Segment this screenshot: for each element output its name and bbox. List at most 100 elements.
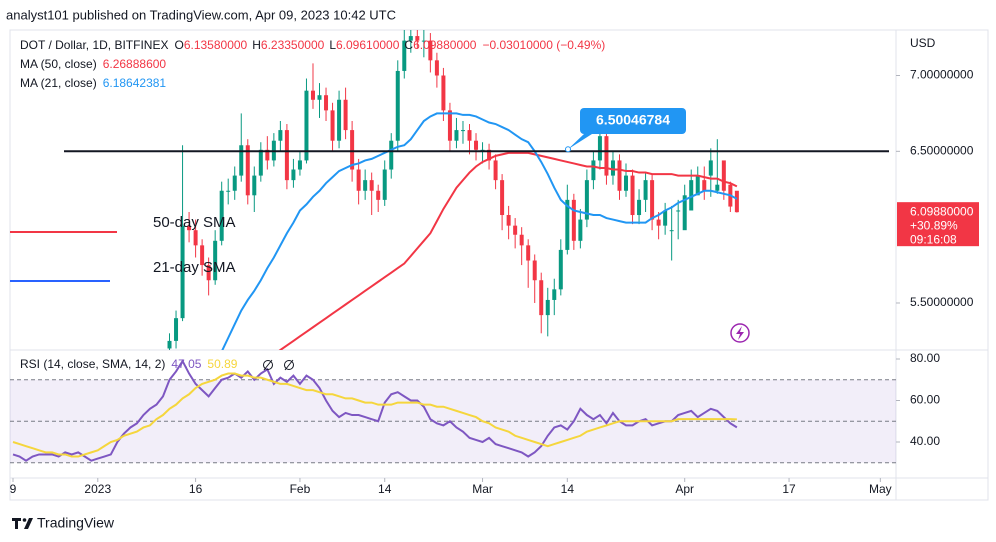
candle-body: [213, 240, 218, 281]
legend-value: 6.13580000: [184, 38, 248, 52]
candle-body: [702, 180, 707, 191]
legend-row: MA (21, close) 6.18642381: [20, 76, 166, 90]
candle-body: [663, 210, 668, 226]
candle-body: [193, 230, 198, 246]
candle-body: [421, 40, 426, 42]
symbol: DOT / Dollar, 1D, BITFINEX: [20, 38, 168, 52]
candle-body: [526, 245, 531, 261]
candle-body: [343, 99, 348, 131]
resistance-label: 6.50046784: [596, 112, 670, 128]
candle-body: [180, 225, 185, 319]
countdown: 09:16:08: [910, 232, 957, 246]
footer-brand: TradingView: [37, 515, 115, 531]
series-line: [278, 151, 738, 350]
candle-body: [265, 149, 270, 161]
candle-body: [174, 318, 179, 341]
legend-label: C: [404, 38, 413, 52]
x-tick-label: 16: [189, 482, 203, 496]
candle-body: [584, 180, 589, 220]
x-tick-label: Mar: [472, 482, 493, 496]
candle-body: [356, 169, 361, 191]
candle-body: [513, 225, 518, 235]
candle-body: [474, 140, 479, 150]
candle-body: [467, 130, 472, 141]
legend-row: MA (50, close) 6.26888600: [20, 57, 166, 71]
legend-label: O: [174, 38, 183, 52]
candle-body: [434, 60, 439, 76]
y-tick-label: 7.00000000: [910, 68, 974, 82]
alert-icon[interactable]: [730, 323, 750, 343]
candle-body: [487, 149, 492, 161]
candle-body: [604, 136, 609, 176]
series-line: [12, 359, 738, 462]
axes: 9 2023 16 Feb 14 Mar 14 Apr 17 May 5.50000000 6.500…: [10, 68, 974, 497]
candle-body: [245, 145, 250, 196]
legend-label: MA (50, close): [20, 57, 97, 71]
rsi-pane: [10, 359, 896, 464]
header-title: analyst101 published on TradingView.com,…: [6, 7, 396, 22]
legend-label: RSI (14, close, SMA, 14, 2): [20, 357, 165, 371]
candle-body: [558, 249, 563, 290]
candle-body: [428, 40, 433, 61]
candle-body: [304, 90, 309, 161]
candle-body: [330, 110, 335, 141]
y-tick-label: 40.00: [910, 434, 940, 448]
candle-body: [376, 190, 381, 200]
candle-body: [591, 160, 596, 181]
candle-body: [408, 36, 413, 41]
y-tick-label: 80.00: [910, 351, 940, 365]
x-tick-label: 14: [378, 482, 392, 496]
candle-body: [258, 149, 263, 176]
candle-body: [676, 210, 681, 212]
annotation: 21-day SMA: [153, 259, 236, 276]
legend-value: 6.23350000: [261, 38, 325, 52]
legend-value: 50.89: [207, 357, 237, 371]
x-tick-label: 2023: [84, 482, 111, 496]
candle-body: [441, 75, 446, 111]
candle-body: [565, 199, 570, 250]
candle-body: [310, 90, 315, 100]
candle-body: [252, 175, 257, 196]
candle-body: [226, 190, 231, 192]
candle-body: [506, 215, 511, 226]
candle-body: [578, 219, 583, 241]
y-tick-label: 6.50000000: [910, 143, 974, 157]
frame: [9, 29, 989, 501]
series-line: [12, 372, 737, 458]
x-tick-label: 14: [561, 482, 575, 496]
candle-body: [552, 289, 557, 300]
x-tick-label: 9: [10, 482, 17, 496]
candle-body: [206, 265, 211, 281]
price-box: [897, 202, 979, 247]
candle-body: [382, 169, 387, 200]
candle-body: [363, 180, 368, 191]
candle-body: [597, 136, 602, 161]
series-line: [221, 112, 738, 350]
legend-value: 6.26888600: [103, 57, 167, 71]
x-tick-label: 17: [782, 482, 796, 496]
candle-body: [200, 245, 205, 266]
candle-body: [493, 160, 498, 181]
candle-body: [324, 95, 329, 111]
candle-body: [454, 130, 459, 141]
legend-change: −0.03010000 (−0.49%): [482, 38, 605, 52]
candle-body: [369, 180, 374, 191]
candle-body: [656, 219, 661, 226]
legend-label: MA (21, close): [20, 76, 97, 90]
candle-body: [610, 160, 615, 176]
annotation: 50-day SMA: [153, 214, 236, 231]
legend-icons: [263, 359, 294, 371]
candle-body: [187, 225, 192, 231]
price-pane: [167, 30, 739, 350]
label-pointer: [568, 134, 592, 150]
candle-body: [317, 95, 322, 100]
candle-body: [669, 230, 674, 232]
candle-body: [539, 280, 544, 316]
candle-body: [350, 130, 355, 170]
candle-body: [278, 130, 283, 141]
candle-body: [532, 260, 537, 281]
label-box: [580, 108, 686, 134]
currency: USD: [910, 36, 936, 50]
